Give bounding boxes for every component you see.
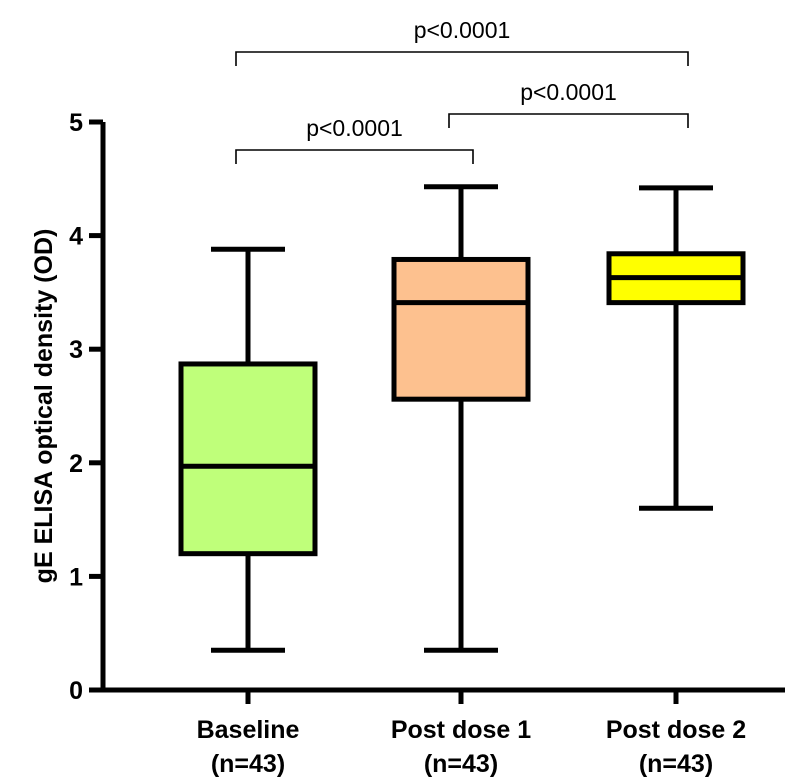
- y-axis-label: gE ELISA optical density (OD): [30, 229, 58, 584]
- bracket-line: [235, 51, 689, 66]
- category-count-label: (n=43): [211, 750, 285, 778]
- category-label: Post dose 2: [606, 716, 746, 744]
- box-3: [606, 185, 746, 511]
- box-1: [178, 246, 318, 653]
- significance-bracket: p<0.0001: [235, 17, 689, 66]
- significance-brackets: p<0.0001 p<0.0001 p<0.0001: [235, 17, 689, 164]
- p-value-label: p<0.0001: [520, 79, 617, 105]
- y-axis-ticks: 0 1 2 3 4 5: [69, 109, 103, 705]
- bracket-line: [235, 149, 474, 164]
- significance-bracket: p<0.0001: [235, 115, 474, 164]
- iqr-box: [178, 361, 318, 557]
- x-axis-labels: Baseline (n=43) Post dose 1 (n=43) Post dose…: [197, 690, 746, 778]
- p-value-label: p<0.0001: [306, 115, 403, 141]
- y-tick-label: 2: [69, 450, 83, 478]
- y-tick-label: 4: [69, 223, 83, 251]
- category-label: Post dose 1: [391, 716, 531, 744]
- y-tick-label: 1: [69, 563, 83, 591]
- significance-bracket: p<0.0001: [448, 79, 689, 128]
- y-tick-label: 5: [69, 109, 83, 137]
- y-tick-label: 3: [69, 336, 83, 364]
- category-count-label: (n=43): [639, 750, 713, 778]
- iqr-box: [391, 256, 531, 402]
- box-2: [391, 184, 531, 653]
- axes: [100, 122, 785, 693]
- category-label: Baseline: [197, 716, 300, 744]
- y-tick-label: 0: [69, 677, 83, 705]
- p-value-label: p<0.0001: [414, 17, 511, 43]
- bracket-line: [448, 113, 689, 128]
- box-series: [178, 184, 746, 653]
- category-count-label: (n=43): [424, 750, 498, 778]
